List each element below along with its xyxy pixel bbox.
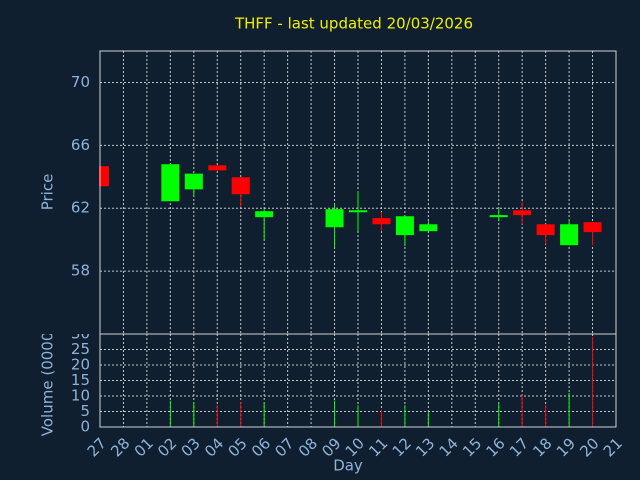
candle-body — [161, 164, 180, 202]
volume-tick-label: 0 — [80, 418, 90, 436]
y-tick-label: 58 — [71, 262, 90, 280]
x-tick-label: 18 — [529, 434, 555, 460]
x-tick-label: 13 — [412, 434, 438, 460]
candle-body — [231, 177, 250, 195]
x-tick-label: 17 — [506, 434, 532, 460]
x-tick-label: 01 — [131, 434, 157, 460]
candle-body — [325, 209, 344, 228]
volume-tick-label: 10 — [71, 387, 90, 405]
volume-tick-label: 5 — [80, 402, 90, 420]
volume-frame — [99, 333, 617, 428]
x-tick-label: 19 — [553, 434, 579, 460]
candle-body — [583, 222, 602, 233]
candle-body — [208, 165, 227, 171]
candle-body — [349, 210, 367, 213]
x-tick-label: 15 — [459, 434, 485, 460]
x-tick-label: 08 — [295, 434, 321, 460]
x-tick-label: 04 — [201, 434, 227, 460]
candle-body — [489, 215, 508, 218]
chart-title: THFF - last updated 20/03/2026 — [234, 15, 473, 33]
x-axis-label: Day — [333, 457, 363, 475]
volume-axis-label: Volume (0000) — [39, 326, 57, 436]
candle-body — [419, 224, 438, 232]
x-tick-label: 27 — [84, 434, 110, 460]
x-tick-label: 02 — [154, 434, 180, 460]
candle-body — [536, 224, 555, 236]
y-tick-label: 62 — [71, 199, 90, 217]
x-tick-label: 21 — [600, 434, 626, 460]
x-tick-label: 28 — [107, 434, 133, 460]
volume-tick-label: 25 — [71, 340, 90, 358]
volume-tick-label: 20 — [71, 356, 90, 374]
left-mask — [0, 51, 99, 334]
volume-tick-label: 15 — [71, 371, 90, 389]
x-tick-label: 14 — [436, 434, 462, 460]
candle-body — [255, 211, 274, 218]
x-tick-label: 06 — [248, 434, 274, 460]
x-tick-label: 11 — [365, 434, 391, 460]
candle-body — [372, 218, 391, 225]
candle-body — [513, 210, 532, 216]
x-tick-label: 03 — [178, 434, 204, 460]
x-tick-label: 05 — [225, 434, 251, 460]
candle-body — [395, 216, 414, 236]
candle-body — [560, 224, 579, 246]
x-tick-label: 16 — [483, 434, 509, 460]
y-axis-label: Price — [39, 174, 57, 211]
x-tick-label: 07 — [271, 434, 297, 460]
y-tick-label: 70 — [71, 73, 90, 91]
x-tick-label: 12 — [389, 434, 415, 460]
candle-body — [184, 173, 203, 190]
y-tick-label: 66 — [71, 136, 90, 154]
x-tick-label: 20 — [576, 434, 602, 460]
